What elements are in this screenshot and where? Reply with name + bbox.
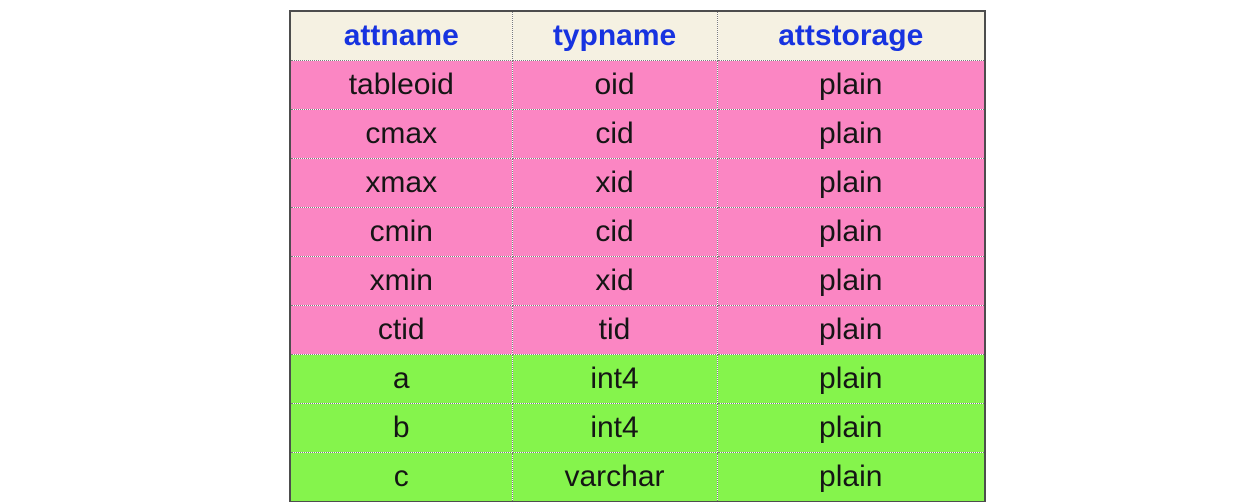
cell-typname: cid — [511, 207, 718, 257]
table-row-b: b int4 plain — [289, 403, 986, 453]
table-row-c: c varchar plain — [289, 452, 986, 502]
cell-attname: cmin — [289, 207, 513, 257]
table-row-xmax: xmax xid plain — [289, 158, 986, 208]
attribute-table: attname typname attstorage tableoid oid … — [289, 10, 986, 502]
header-row: attname typname attstorage — [289, 10, 986, 61]
column-header-typname: typname — [511, 10, 718, 61]
cell-attstorage: plain — [716, 207, 986, 257]
cell-attstorage: plain — [716, 403, 986, 453]
column-header-attstorage: attstorage — [716, 10, 986, 61]
table-row-tableoid: tableoid oid plain — [289, 60, 986, 110]
table-row-cmax: cmax cid plain — [289, 109, 986, 159]
cell-typname: cid — [511, 109, 718, 159]
cell-attstorage: plain — [716, 60, 986, 110]
cell-attname: xmax — [289, 158, 513, 208]
table-row-cmin: cmin cid plain — [289, 207, 986, 257]
cell-attname: xmin — [289, 256, 513, 306]
cell-attname: tableoid — [289, 60, 513, 110]
cell-typname: xid — [511, 256, 718, 306]
cell-attname: b — [289, 403, 513, 453]
cell-typname: int4 — [511, 403, 718, 453]
cell-attstorage: plain — [716, 158, 986, 208]
table-row-ctid: ctid tid plain — [289, 305, 986, 355]
cell-typname: xid — [511, 158, 718, 208]
cell-attstorage: plain — [716, 452, 986, 502]
cell-typname: tid — [511, 305, 718, 355]
cell-typname: int4 — [511, 354, 718, 404]
column-header-attname: attname — [289, 10, 513, 61]
cell-attname: ctid — [289, 305, 513, 355]
cell-attstorage: plain — [716, 109, 986, 159]
table-row-xmin: xmin xid plain — [289, 256, 986, 306]
cell-attstorage: plain — [716, 305, 986, 355]
cell-attname: cmax — [289, 109, 513, 159]
table-body: tableoid oid plain cmax cid plain xmax x… — [289, 60, 986, 502]
cell-attstorage: plain — [716, 354, 986, 404]
cell-attstorage: plain — [716, 256, 986, 306]
cell-attname: a — [289, 354, 513, 404]
cell-typname: varchar — [511, 452, 718, 502]
cell-typname: oid — [511, 60, 718, 110]
cell-attname: c — [289, 452, 513, 502]
table-row-a: a int4 plain — [289, 354, 986, 404]
